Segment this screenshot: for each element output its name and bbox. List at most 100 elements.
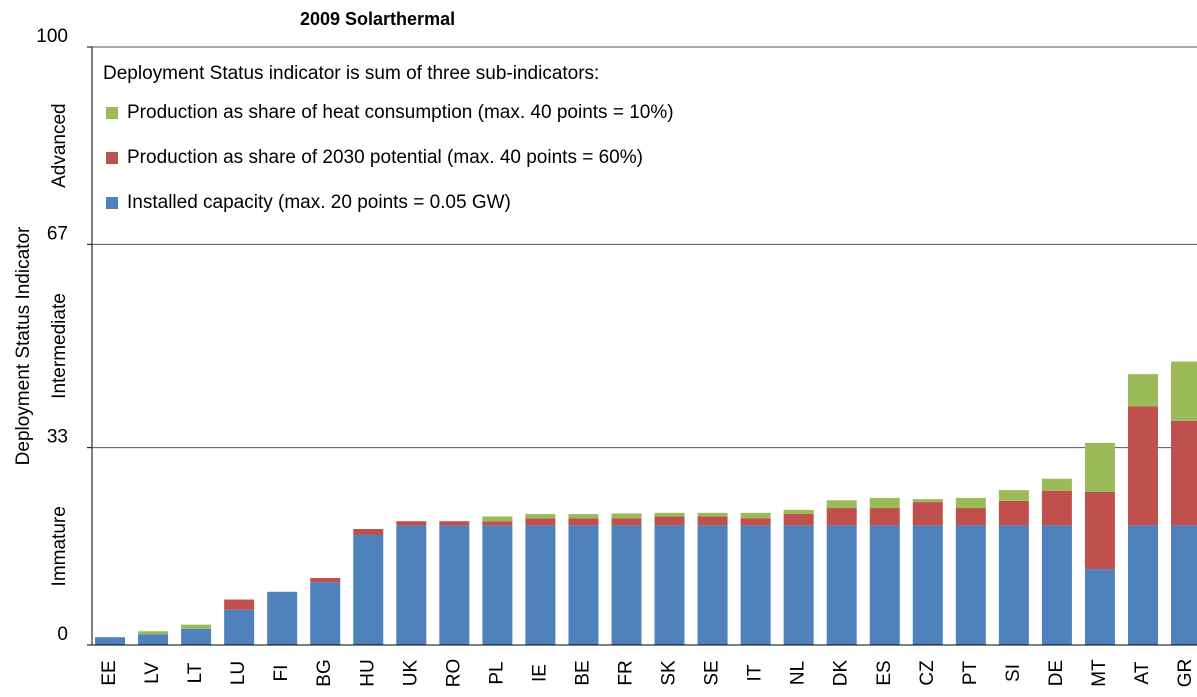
bar-segment	[310, 582, 341, 645]
x-tick-label: AT	[1132, 661, 1153, 684]
bar-segment	[482, 525, 513, 645]
bar-segment	[998, 525, 1029, 645]
zone-clip: Advanced	[49, 103, 70, 188]
bar-segment	[224, 609, 255, 645]
bar-segment	[826, 508, 857, 526]
x-tick-label: PL	[486, 661, 507, 684]
chart-title: 2009 Solarthermal	[300, 9, 455, 29]
bar-segment	[525, 525, 556, 645]
y-tick-label: 0	[57, 624, 68, 645]
zone-label: Intermediate	[49, 293, 70, 399]
bar-segment	[181, 624, 212, 629]
x-tick-label: BE	[572, 660, 593, 685]
bar-segment	[1127, 374, 1158, 407]
bar-segment	[138, 634, 169, 645]
y-tick-label: 67	[47, 223, 68, 244]
legend-title: Deployment Status indicator is sum of th…	[103, 63, 599, 84]
bar-segment	[869, 497, 900, 509]
bar-segment	[482, 516, 513, 522]
x-tick-label: GR	[1175, 659, 1196, 688]
bar-segment	[525, 514, 556, 519]
x-tick-label: SI	[1003, 664, 1024, 682]
x-tick-label: LT	[185, 662, 206, 683]
bar-segment	[912, 499, 943, 503]
x-tick-label: CZ	[917, 660, 938, 686]
bar-segment	[1041, 478, 1072, 491]
bar-segment	[826, 525, 857, 645]
x-tick-label: SK	[659, 660, 680, 686]
bar-segment	[869, 525, 900, 645]
bar-segment	[955, 497, 986, 509]
bar-segment	[1041, 525, 1072, 645]
x-tick-label: HU	[357, 659, 378, 686]
x-tick-label: BG	[314, 659, 335, 686]
zone-label: Advanced	[49, 103, 70, 188]
bar-segment	[224, 599, 255, 610]
bar-segment	[267, 591, 298, 645]
legend-swatch	[106, 152, 118, 164]
x-tick-label: IE	[529, 664, 550, 682]
bar-segment	[826, 500, 857, 509]
bar-segment	[869, 508, 900, 526]
bar-segment	[912, 502, 943, 526]
bar-segment	[611, 513, 642, 519]
x-tick-label: PT	[960, 660, 981, 685]
zone-label: Immature	[49, 506, 70, 586]
bar-segment	[740, 518, 771, 526]
bar-segment	[396, 525, 427, 645]
bar-segment	[998, 490, 1029, 501]
x-tick-label: SE	[702, 660, 723, 685]
bar-segment	[568, 525, 599, 645]
y-tick-label: 33	[47, 427, 68, 448]
bar-segment	[955, 525, 986, 645]
x-tick-label: FI	[271, 665, 292, 682]
bar-segment	[1171, 361, 1197, 421]
bar-segment	[439, 525, 470, 645]
bar-segment	[697, 512, 728, 517]
bar-segment	[353, 528, 384, 535]
bar-segment	[955, 508, 986, 526]
x-tick-label: UK	[400, 659, 421, 686]
bar-segment	[439, 521, 470, 526]
x-tick-label: LU	[228, 661, 249, 685]
bar-segment	[611, 525, 642, 645]
x-tick-label: DK	[831, 659, 852, 686]
x-tick-label: ES	[874, 660, 895, 685]
y-axis-label: Deployment Status Indicator	[13, 226, 34, 465]
bar-segment	[1084, 442, 1115, 492]
bar-segment	[783, 525, 814, 645]
bar-segment	[1171, 420, 1197, 526]
bar-segment	[654, 516, 685, 526]
bar-segment	[568, 518, 599, 526]
legend-label: Installed capacity (max. 20 points = 0.0…	[127, 192, 511, 213]
bar-segment	[310, 578, 341, 583]
bar-segment	[396, 521, 427, 526]
bar-segment	[482, 521, 513, 526]
bar-segment	[998, 500, 1029, 526]
y-tick-label: 100	[36, 26, 68, 47]
x-tick-label: DE	[1046, 660, 1067, 686]
bar-segment	[181, 628, 212, 645]
bar-segment	[568, 514, 599, 519]
bar-segment	[611, 518, 642, 526]
bar-segment	[697, 516, 728, 526]
bar-segment	[654, 512, 685, 517]
x-tick-label: MT	[1089, 659, 1110, 687]
x-tick-label: RO	[443, 659, 464, 688]
x-tick-label: LV	[142, 662, 163, 684]
x-tick-label: IT	[745, 664, 766, 681]
bar-segment	[1041, 490, 1072, 526]
bar-segment	[912, 525, 943, 645]
bar-segment	[138, 631, 169, 635]
legend-label: Production as share of heat consumption …	[127, 102, 674, 123]
bar-segment	[1084, 569, 1115, 645]
x-tick-label: NL	[788, 661, 809, 685]
bar-segment	[783, 514, 814, 526]
bar-segment	[1171, 525, 1197, 645]
bar-segment	[697, 525, 728, 645]
x-tick-label: FR	[616, 660, 637, 685]
bar-segment	[654, 525, 685, 645]
bar-segment	[783, 509, 814, 515]
legend-swatch	[106, 197, 118, 209]
